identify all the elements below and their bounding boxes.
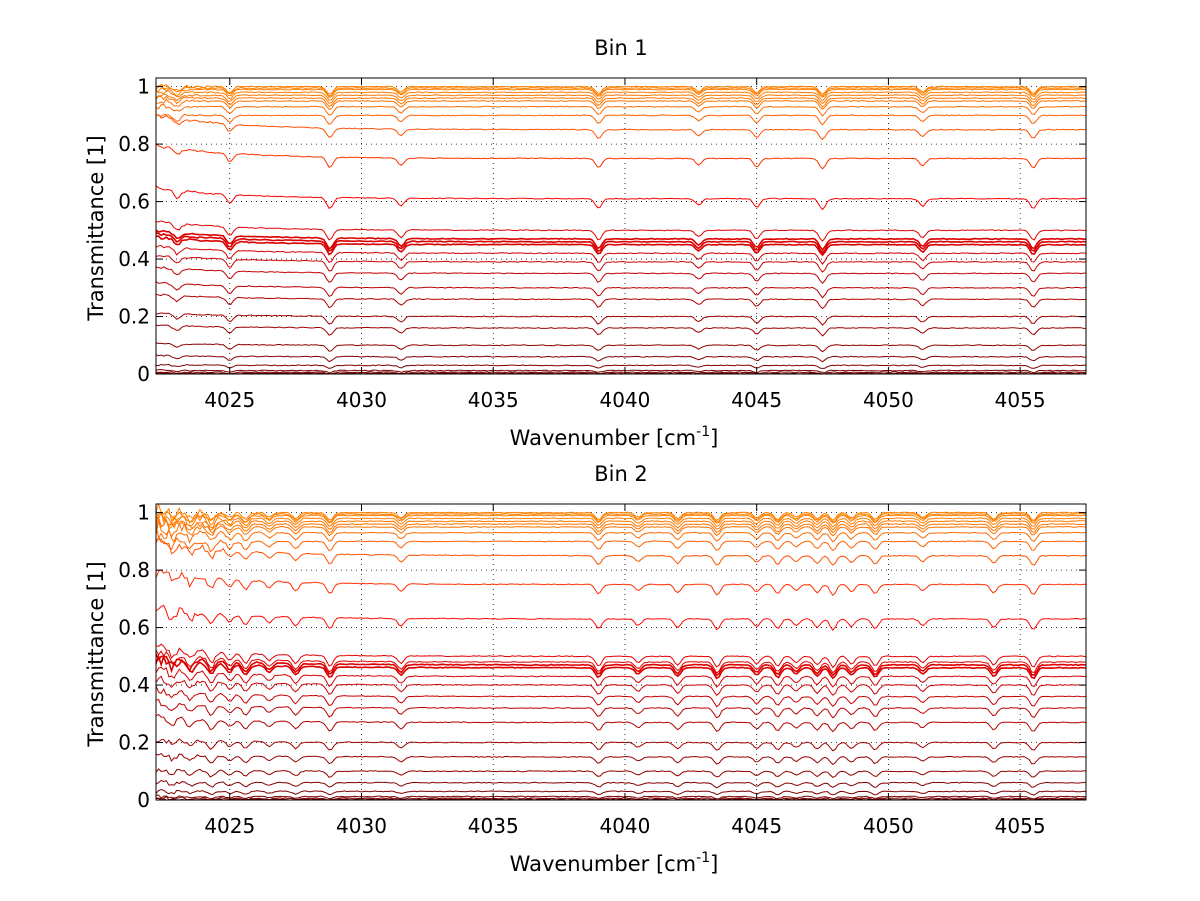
y-tick-label: 0.6 bbox=[118, 190, 150, 214]
series-line bbox=[155, 535, 1087, 566]
series-line bbox=[155, 293, 1087, 310]
x-tick-label: 4030 bbox=[336, 388, 387, 412]
y-tick-label: 0 bbox=[137, 362, 150, 386]
series-line bbox=[155, 768, 1086, 778]
series-line bbox=[155, 569, 1087, 597]
series-line bbox=[155, 779, 1087, 789]
y-tick-label: 0.4 bbox=[118, 673, 150, 697]
x-tick-label: 4045 bbox=[731, 814, 782, 838]
series-line bbox=[155, 512, 1087, 529]
series-line bbox=[155, 143, 1087, 170]
series-line bbox=[155, 244, 1087, 265]
y-tick-label: 1 bbox=[137, 501, 150, 525]
series-line bbox=[155, 93, 1087, 105]
chart-bin-2: Bin 2 4025 4030 4035 4040 4045 4050 4055 0 0.2 0.… bbox=[84, 462, 1087, 876]
series-line bbox=[155, 643, 1087, 669]
series-line bbox=[155, 752, 1087, 766]
series-line bbox=[155, 666, 1086, 688]
plot-frame bbox=[155, 77, 1087, 375]
series-line bbox=[155, 788, 1087, 796]
x-tick-label: 4055 bbox=[995, 814, 1046, 838]
series-line bbox=[155, 653, 1087, 680]
x-tick-label: 4035 bbox=[468, 814, 519, 838]
y-tick-label: 1 bbox=[137, 75, 150, 99]
plot-frame bbox=[155, 503, 1087, 801]
series-line bbox=[155, 517, 1087, 534]
series-line bbox=[155, 114, 1086, 141]
series-line bbox=[155, 232, 1087, 255]
series-group bbox=[155, 502, 1087, 801]
chart-title: Bin 2 bbox=[594, 462, 648, 486]
series-line bbox=[155, 87, 1087, 99]
grid bbox=[156, 78, 1086, 375]
series-line bbox=[155, 794, 1087, 800]
x-tick-label: 4045 bbox=[731, 388, 782, 412]
series-line bbox=[155, 83, 1087, 95]
series-line bbox=[155, 235, 1087, 257]
ticks: 4025 4030 4035 4040 4045 4050 4055 0 0.2 0.4 0.6 0.… bbox=[118, 75, 1086, 412]
series-line bbox=[155, 649, 1087, 674]
y-tick-label: 0.2 bbox=[118, 305, 150, 329]
series-line bbox=[155, 85, 1087, 97]
series-line bbox=[155, 281, 1087, 299]
series-group bbox=[155, 83, 1087, 375]
series-line bbox=[155, 510, 1087, 524]
x-tick-label: 4025 bbox=[204, 814, 255, 838]
series-line bbox=[155, 537, 1087, 553]
series-line bbox=[155, 255, 1087, 273]
x-tick-label: 4040 bbox=[599, 388, 650, 412]
series-line bbox=[155, 795, 1086, 801]
series-line bbox=[155, 363, 1087, 370]
series-line bbox=[155, 698, 1087, 719]
x-tick-label: 4055 bbox=[995, 388, 1046, 412]
series-line bbox=[155, 185, 1087, 211]
series-line bbox=[155, 738, 1087, 752]
series-line bbox=[155, 89, 1087, 102]
x-tick-label: 4035 bbox=[468, 388, 519, 412]
y-tick-label: 0.2 bbox=[118, 731, 150, 755]
series-line bbox=[155, 324, 1086, 337]
series-line bbox=[155, 520, 1087, 539]
y-axis-label: Transmittance [1] bbox=[84, 135, 108, 321]
x-tick-label: 4030 bbox=[336, 814, 387, 838]
y-tick-label: 0.8 bbox=[118, 132, 150, 156]
series-line bbox=[155, 229, 1087, 252]
series-line bbox=[155, 372, 1087, 375]
series-line bbox=[155, 516, 1087, 531]
chart-title: Bin 1 bbox=[594, 36, 648, 60]
x-axis-label: Wavenumber [cm-1] bbox=[510, 424, 719, 450]
series-line bbox=[155, 685, 1087, 708]
x-tick-label: 4040 bbox=[599, 814, 650, 838]
series-line bbox=[155, 653, 1087, 677]
series-line bbox=[155, 98, 1087, 110]
x-tick-label: 4050 bbox=[863, 388, 914, 412]
series-line bbox=[155, 113, 1087, 126]
series-line bbox=[155, 675, 1087, 697]
series-line bbox=[155, 95, 1087, 108]
series-line bbox=[155, 266, 1086, 284]
y-tick-label: 0.8 bbox=[118, 558, 150, 582]
y-tick-label: 0.6 bbox=[118, 616, 150, 640]
series-line bbox=[155, 524, 1087, 544]
series-line bbox=[155, 103, 1086, 117]
series-line bbox=[156, 220, 1087, 242]
series-line bbox=[155, 502, 1087, 522]
y-tick-label: 0 bbox=[137, 788, 150, 812]
y-axis-label: Transmittance [1] bbox=[84, 561, 108, 747]
series-line bbox=[155, 342, 1087, 353]
y-tick-label: 0.4 bbox=[118, 247, 150, 271]
x-tick-label: 4050 bbox=[863, 814, 914, 838]
series-line bbox=[155, 714, 1087, 733]
x-axis-label: Wavenumber [cm-1] bbox=[510, 850, 719, 876]
ticks: 4025 4030 4035 4040 4045 4050 4055 0 0.2 0.4 0.6 0.… bbox=[118, 501, 1086, 838]
chart-bin-1: Bin 1 4025 4030 4035 4040 4045 4050 4055 0 0.2 0.… bbox=[84, 36, 1087, 450]
series-line bbox=[156, 371, 1087, 375]
series-line bbox=[155, 368, 1087, 374]
x-tick-label: 4025 bbox=[204, 388, 255, 412]
series-line bbox=[155, 312, 1087, 326]
series-line bbox=[155, 604, 1087, 632]
series-line bbox=[155, 509, 1087, 526]
series-line bbox=[155, 354, 1087, 363]
